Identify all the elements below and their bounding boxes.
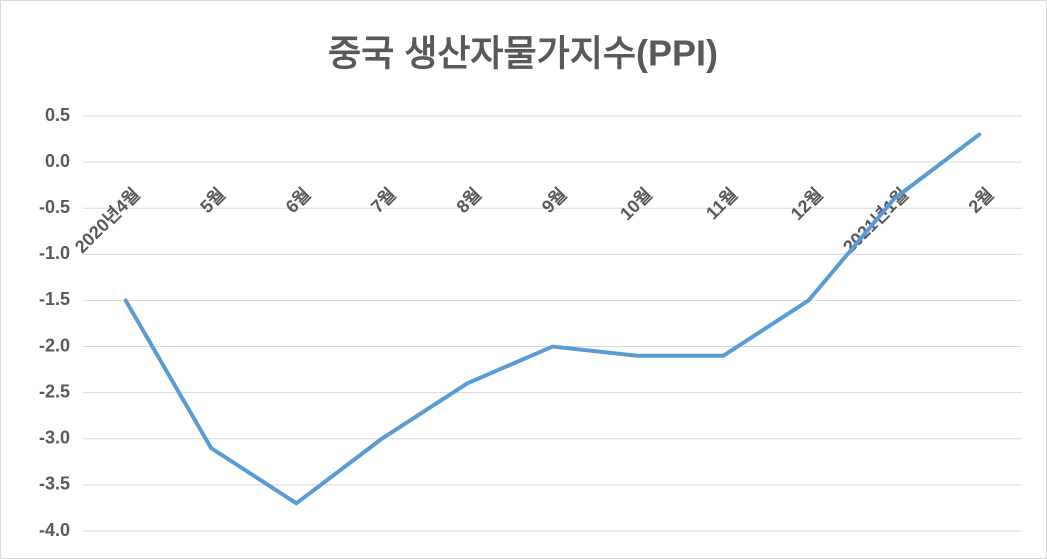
y-tick-label: -4.0 (39, 520, 70, 540)
y-tick-label: -3.0 (39, 428, 70, 448)
y-tick-label: -1.5 (39, 289, 70, 309)
y-tick-label: -2.0 (39, 335, 70, 355)
y-tick-label: -3.5 (39, 474, 70, 494)
y-tick-label: -1.0 (39, 243, 70, 263)
y-tick-label: -2.5 (39, 381, 70, 401)
y-tick-label: -0.5 (39, 197, 70, 217)
data-line (123, 132, 982, 506)
y-tick-label: 0.5 (45, 105, 70, 125)
y-tick-label: 0.0 (45, 151, 70, 171)
chart-title: 중국 생산자물가지수(PPI) (328, 33, 718, 74)
